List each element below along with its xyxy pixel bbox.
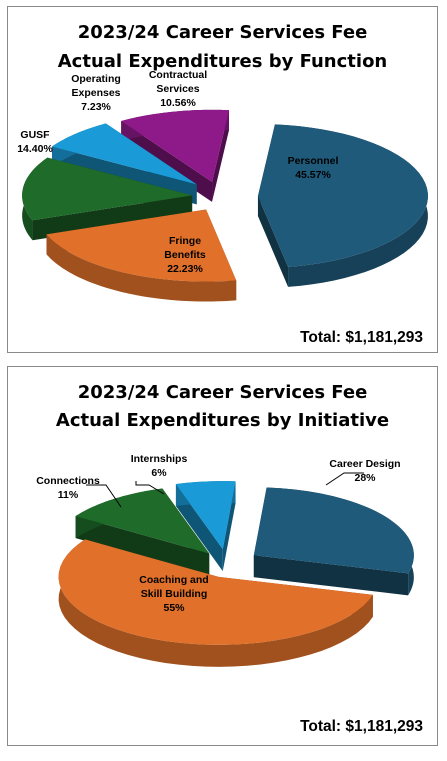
pie-chart-function: Personnel 45.57% Fringe Benefits 22.23% … — [17, 69, 428, 302]
leader-line-internships — [135, 481, 165, 495]
slice-top-internships — [175, 481, 236, 550]
total-value: $1,181,293 — [345, 718, 423, 735]
slice-value-internships: 6% — [151, 467, 167, 479]
slice-label-contractual-line1: Contractual — [149, 69, 207, 81]
slice-value-operating: 7.23% — [81, 101, 111, 113]
slice-personnel — [257, 124, 428, 287]
chart-title-line2: Actual Expenditures by Function — [57, 51, 388, 72]
leader-line-connections — [86, 484, 122, 508]
slice-wall-internships-1 — [222, 481, 236, 572]
slice-label-fringe-line2: Benefits — [164, 249, 206, 261]
slice-connections — [75, 488, 210, 576]
pie-chart-initiative: Career Design 28% Coaching and Skill Bui… — [36, 453, 414, 667]
slice-internships — [175, 481, 236, 572]
chart-panel-function: 2023/24 Career Services Fee Actual Expen… — [7, 6, 438, 353]
slice-value-contractual: 10.56% — [160, 97, 196, 109]
slice-label-gusf: GUSF — [20, 129, 50, 141]
slice-label-operating-line1: Operating — [71, 73, 121, 85]
slice-top-operating-expenses — [52, 123, 197, 185]
slice-label-personnel: Personnel — [288, 155, 339, 167]
slice-wall-personnel-1 — [257, 196, 289, 287]
slice-value-gusf: 14.40% — [17, 143, 53, 155]
slice-label-coaching-line2: Skill Building — [141, 588, 208, 600]
total-label: Total: — [300, 718, 342, 735]
slice-wall-gusf-0 — [32, 195, 193, 241]
slice-label-internships: Internships — [131, 453, 188, 465]
total-amount-function: Total: $1,181,293 — [300, 329, 423, 347]
chart-title-line2: Actual Expenditures by Initiative — [55, 410, 390, 431]
slice-top-connections — [75, 488, 210, 554]
total-value: $1,181,293 — [345, 329, 423, 346]
slice-career-design — [253, 487, 414, 596]
slice-label-coaching-line1: Coaching and — [139, 574, 208, 586]
slice-label-connections: Connections — [36, 475, 100, 487]
slice-wall-connections-0 — [75, 516, 210, 576]
slice-top-coaching-and-skill-building — [58, 539, 373, 645]
slice-rim-fringe-benefits — [46, 234, 237, 302]
leader-line-career-design — [325, 472, 364, 486]
slice-wall-career-design-1 — [253, 555, 409, 596]
slice-top-personnel — [257, 124, 428, 267]
slice-top-contractual-services — [121, 109, 229, 182]
slice-value-coaching: 55% — [163, 602, 185, 614]
slice-label-fringe-line1: Fringe — [169, 235, 201, 247]
slice-top-career-design — [253, 487, 414, 574]
total-amount-initiative: Total: $1,181,293 — [300, 718, 423, 736]
slice-fringe-benefits — [46, 209, 237, 302]
chart-panel-initiative: 2023/24 Career Services Fee Actual Expen… — [7, 366, 438, 746]
slice-value-connections: 11% — [58, 489, 79, 501]
slice-value-fringe: 22.23% — [167, 263, 203, 275]
slice-top-gusf — [22, 157, 193, 221]
slice-top-fringe-benefits — [46, 209, 237, 282]
slice-label-contractual-line2: Services — [156, 83, 199, 95]
slice-wall-contractual-services-1 — [212, 110, 229, 202]
slice-gusf — [22, 157, 193, 241]
slice-wall-internships-0 — [175, 484, 223, 572]
slice-label-operating-line2: Expenses — [71, 87, 120, 99]
slice-value-career-design: 28% — [354, 472, 376, 484]
total-label: Total: — [300, 329, 342, 346]
slice-value-personnel: 45.57% — [295, 169, 331, 181]
slice-coaching-and-skill-building — [58, 539, 373, 667]
chart-title-line1: 2023/24 Career Services Fee — [77, 22, 368, 43]
chart-title-line1: 2023/24 Career Services Fee — [77, 382, 368, 403]
slice-label-career-design: Career Design — [329, 458, 400, 470]
